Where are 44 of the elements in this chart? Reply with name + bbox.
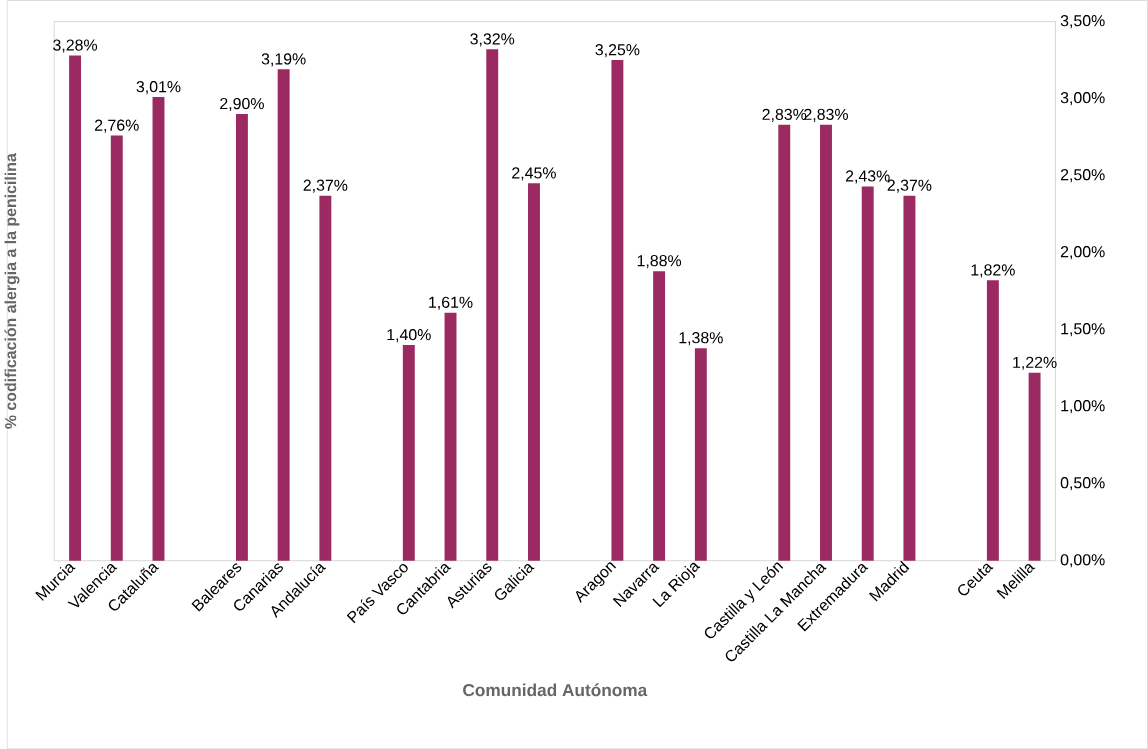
bar xyxy=(402,344,415,561)
data-label: 1,40% xyxy=(387,328,431,342)
y-tick-label: 0,00% xyxy=(1060,553,1105,568)
data-label: 2,90% xyxy=(220,97,264,111)
data-label: 1,22% xyxy=(1013,356,1057,370)
bar xyxy=(694,347,707,561)
data-label: 3,28% xyxy=(53,39,98,53)
y-tick-label: 0,50% xyxy=(1060,476,1105,491)
y-tick-label: 1,00% xyxy=(1061,399,1105,414)
bar xyxy=(820,124,832,561)
bar xyxy=(152,96,165,561)
bar xyxy=(778,124,791,561)
data-label: 1,82% xyxy=(971,264,1015,278)
bar xyxy=(653,270,666,561)
x-axis-title: Comunidad Autónoma xyxy=(463,683,648,696)
data-label: 2,45% xyxy=(512,167,556,181)
bar xyxy=(986,280,999,561)
bar xyxy=(1028,372,1041,561)
y-tick-label: 3,00% xyxy=(1060,91,1105,105)
bar xyxy=(861,186,874,561)
bar xyxy=(235,113,248,561)
data-label: 2,76% xyxy=(95,119,139,133)
bar xyxy=(69,55,82,561)
y-axis-title: % codificación alergia a la penicilina xyxy=(4,152,20,429)
bar xyxy=(277,69,290,561)
y-tick-label: 2,50% xyxy=(1060,168,1105,183)
y-tick-label: 3,50% xyxy=(1060,14,1105,28)
data-label: 3,32% xyxy=(470,33,515,47)
data-label: 3,25% xyxy=(595,43,640,57)
bar xyxy=(319,195,332,561)
data-label: 3,19% xyxy=(261,53,306,67)
data-label: 1,61% xyxy=(429,296,473,310)
bar xyxy=(611,59,624,561)
bar xyxy=(444,312,457,561)
data-label: 1,88% xyxy=(637,254,682,269)
data-label: 3,01% xyxy=(136,80,181,94)
bar xyxy=(110,135,123,561)
data-label: 2,37% xyxy=(303,179,348,193)
bar xyxy=(486,49,499,561)
bar xyxy=(527,183,540,561)
bar xyxy=(903,195,916,561)
data-label: 1,38% xyxy=(679,331,723,346)
y-tick-label: 2,00% xyxy=(1060,245,1105,260)
y-tick-label: 1,50% xyxy=(1061,322,1105,337)
